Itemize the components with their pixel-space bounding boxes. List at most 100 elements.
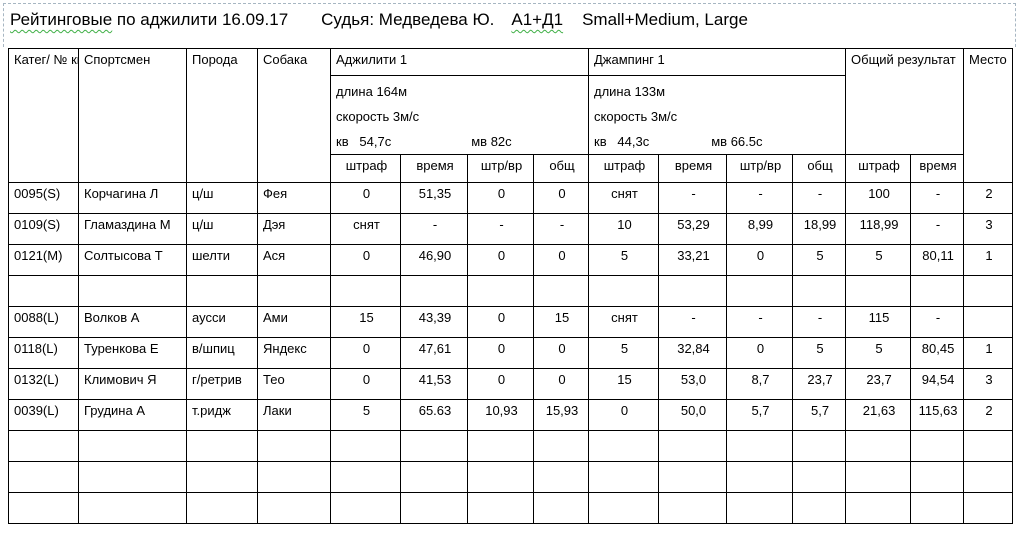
cell-jumping-total[interactable]: 5: [791, 337, 847, 369]
cell-agility-time[interactable]: 47,61: [400, 337, 468, 369]
cell-agility-total[interactable]: 0: [533, 368, 589, 400]
cell-jumping-total[interactable]: [791, 461, 847, 493]
cell-category[interactable]: [8, 430, 79, 462]
cell-agility-penalty[interactable]: 5: [330, 399, 401, 431]
cell-overall-penalty[interactable]: 100: [845, 182, 912, 214]
cell-jumping-time-penalty[interactable]: -: [726, 182, 793, 214]
header-jumping-time-penalty[interactable]: штр/вр: [726, 154, 793, 183]
cell-overall-penalty[interactable]: 115: [845, 306, 912, 338]
cell-jumping-penalty[interactable]: [588, 492, 659, 524]
cell-jumping-time[interactable]: 50,0: [658, 399, 727, 431]
cell-jumping-time[interactable]: -: [658, 182, 727, 214]
header-total-title[interactable]: Общий результат: [845, 48, 965, 155]
cell-jumping-penalty[interactable]: 0: [588, 399, 659, 431]
cell-agility-time-penalty[interactable]: 0: [467, 337, 534, 369]
cell-athlete[interactable]: [78, 461, 187, 493]
cell-jumping-time[interactable]: -: [658, 306, 727, 338]
cell-jumping-time[interactable]: [658, 492, 727, 524]
cell-overall-penalty[interactable]: [845, 275, 912, 307]
cell-athlete[interactable]: Корчагина Л: [78, 182, 187, 214]
cell-dog[interactable]: [257, 461, 331, 493]
cell-athlete[interactable]: Волков А: [78, 306, 187, 338]
cell-agility-time[interactable]: 41,53: [400, 368, 468, 400]
cell-overall-time[interactable]: [910, 492, 965, 524]
cell-category[interactable]: 0109(S): [8, 213, 79, 245]
cell-athlete[interactable]: Туренкова Е: [78, 337, 187, 369]
cell-agility-time[interactable]: [400, 492, 468, 524]
cell-agility-penalty[interactable]: 15: [330, 306, 401, 338]
cell-category[interactable]: 0118(L): [8, 337, 79, 369]
cell-jumping-time-penalty[interactable]: 0: [726, 337, 793, 369]
cell-category[interactable]: 0132(L): [8, 368, 79, 400]
cell-agility-time[interactable]: -: [400, 213, 468, 245]
header-category[interactable]: Катег/ № книжки: [8, 48, 79, 183]
cell-agility-penalty[interactable]: [330, 461, 401, 493]
cell-category[interactable]: 0121(M): [8, 244, 79, 276]
header-athlete[interactable]: Спортсмен: [78, 48, 187, 183]
header-agility-penalty[interactable]: штраф: [330, 154, 401, 183]
cell-jumping-total[interactable]: 18,99: [791, 213, 847, 245]
cell-agility-time[interactable]: [400, 430, 468, 462]
cell-jumping-total[interactable]: [791, 430, 847, 462]
cell-jumping-penalty[interactable]: [588, 461, 659, 493]
cell-dog[interactable]: [257, 275, 331, 307]
cell-agility-time-penalty[interactable]: 10,93: [467, 399, 534, 431]
cell-agility-total[interactable]: 0: [533, 337, 589, 369]
cell-agility-time-penalty[interactable]: -: [467, 213, 534, 245]
cell-jumping-total[interactable]: -: [791, 306, 847, 338]
header-agility-info[interactable]: длина 164м скорость 3м/с кв 54,7с мв 82с: [330, 75, 589, 155]
cell-agility-time-penalty[interactable]: 0: [467, 244, 534, 276]
cell-overall-time[interactable]: 80,45: [910, 337, 965, 369]
header-agility-time-penalty[interactable]: штр/вр: [467, 154, 534, 183]
cell-dog[interactable]: Дэя: [257, 213, 331, 245]
cell-breed[interactable]: ц/ш: [186, 213, 258, 245]
cell-agility-time[interactable]: 43,39: [400, 306, 468, 338]
cell-breed[interactable]: г/ретрив: [186, 368, 258, 400]
cell-jumping-time-penalty[interactable]: [726, 492, 793, 524]
cell-jumping-time-penalty[interactable]: -: [726, 306, 793, 338]
cell-agility-total[interactable]: [533, 492, 589, 524]
cell-dog[interactable]: Ася: [257, 244, 331, 276]
cell-breed[interactable]: шелти: [186, 244, 258, 276]
cell-place[interactable]: [963, 275, 1014, 307]
cell-athlete[interactable]: Солтысова Т: [78, 244, 187, 276]
cell-agility-penalty[interactable]: 0: [330, 244, 401, 276]
cell-agility-total[interactable]: [533, 430, 589, 462]
cell-dog[interactable]: [257, 430, 331, 462]
cell-overall-penalty[interactable]: 23,7: [845, 368, 912, 400]
cell-jumping-time-penalty[interactable]: 8,7: [726, 368, 793, 400]
cell-jumping-time[interactable]: [658, 275, 727, 307]
cell-category[interactable]: [8, 275, 79, 307]
cell-agility-time-penalty[interactable]: [467, 430, 534, 462]
header-breed[interactable]: Порода: [186, 48, 258, 183]
cell-agility-penalty[interactable]: снят: [330, 213, 401, 245]
cell-jumping-time-penalty[interactable]: 8,99: [726, 213, 793, 245]
cell-agility-total[interactable]: 0: [533, 244, 589, 276]
header-jumping-penalty[interactable]: штраф: [588, 154, 659, 183]
cell-jumping-time[interactable]: 53,0: [658, 368, 727, 400]
cell-category[interactable]: [8, 461, 79, 493]
cell-agility-total[interactable]: [533, 275, 589, 307]
cell-agility-time-penalty[interactable]: 0: [467, 368, 534, 400]
cell-agility-penalty[interactable]: 0: [330, 337, 401, 369]
cell-jumping-time[interactable]: 32,84: [658, 337, 727, 369]
cell-overall-penalty[interactable]: [845, 492, 912, 524]
cell-agility-time[interactable]: 46,90: [400, 244, 468, 276]
cell-place[interactable]: 1: [963, 337, 1014, 369]
cell-overall-time[interactable]: 80,11: [910, 244, 965, 276]
cell-jumping-penalty[interactable]: снят: [588, 306, 659, 338]
cell-dog[interactable]: Тео: [257, 368, 331, 400]
cell-overall-penalty[interactable]: 118,99: [845, 213, 912, 245]
cell-jumping-total[interactable]: 23,7: [791, 368, 847, 400]
cell-jumping-penalty[interactable]: [588, 275, 659, 307]
cell-dog[interactable]: [257, 492, 331, 524]
header-place[interactable]: Место: [963, 48, 1014, 183]
cell-jumping-time-penalty[interactable]: 0: [726, 244, 793, 276]
cell-jumping-penalty[interactable]: 5: [588, 337, 659, 369]
cell-jumping-penalty[interactable]: 5: [588, 244, 659, 276]
cell-overall-penalty[interactable]: [845, 430, 912, 462]
cell-category[interactable]: [8, 492, 79, 524]
cell-breed[interactable]: аусси: [186, 306, 258, 338]
cell-jumping-time-penalty[interactable]: [726, 461, 793, 493]
header-overall-time[interactable]: время: [910, 154, 965, 183]
